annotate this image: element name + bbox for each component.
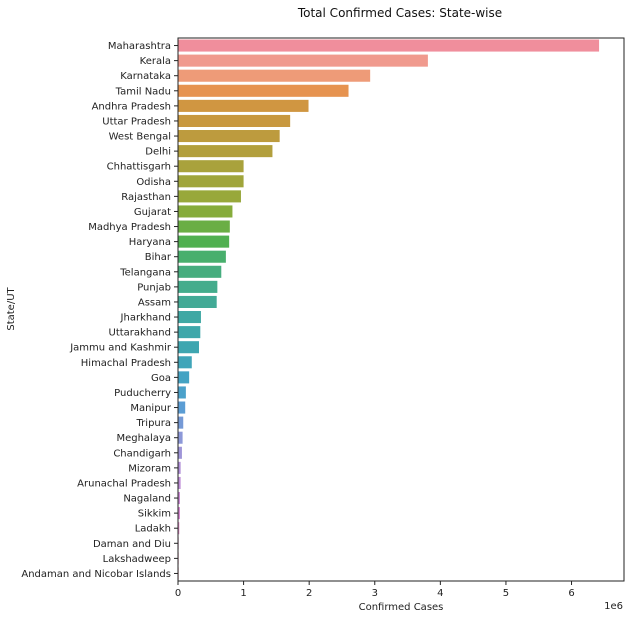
y-tick-label: Andhra Pradesh: [92, 101, 171, 112]
bar: [178, 145, 273, 158]
y-tick-label: Uttar Pradesh: [102, 116, 171, 127]
y-tick-label: Goa: [151, 373, 171, 384]
y-tick-label: Karnataka: [120, 71, 171, 82]
y-tick-label: Himachal Pradesh: [81, 358, 171, 369]
bar: [178, 356, 192, 369]
bar: [178, 175, 244, 188]
y-tick-label: Meghalaya: [116, 433, 171, 444]
bar: [178, 99, 309, 112]
bar: [178, 39, 600, 52]
y-tick-label: Chandigarh: [113, 448, 171, 459]
bar: [178, 341, 199, 354]
y-tick-label: Rajasthan: [121, 192, 171, 203]
bar: [178, 205, 233, 218]
x-tick-label: 3: [372, 588, 378, 599]
bar: [178, 295, 217, 308]
y-tick-label: Andaman and Nicobar Islands: [21, 569, 171, 580]
y-tick-label: Ladakh: [135, 524, 171, 535]
y-tick-label: Bihar: [145, 252, 172, 263]
y-tick-label: Jammu and Kashmir: [69, 343, 172, 354]
y-tick-label: Delhi: [145, 147, 171, 158]
bar: [178, 220, 230, 233]
bar: [178, 401, 186, 414]
x-tick-label: 5: [503, 588, 509, 599]
bar: [178, 190, 241, 203]
bar: [178, 416, 184, 429]
bar: [178, 130, 280, 143]
bar: [178, 160, 244, 173]
bar: [178, 431, 183, 444]
bar: [178, 280, 218, 293]
bar: [178, 507, 180, 520]
y-tick-label: Odisha: [136, 177, 171, 188]
y-tick-label: Madhya Pradesh: [88, 222, 171, 233]
bar: [178, 114, 291, 127]
y-tick-label: Tripura: [136, 418, 171, 429]
y-tick-label: Chhattisgarh: [107, 162, 171, 173]
y-tick-label: Kerala: [140, 56, 171, 67]
y-tick-label: Nagaland: [123, 494, 171, 505]
y-tick-label: Sikkim: [138, 509, 171, 520]
x-tick-label: 1: [240, 588, 246, 599]
y-tick-label: Tamil Nadu: [115, 86, 171, 97]
bar: [178, 84, 349, 97]
y-tick-label: Maharashtra: [108, 41, 171, 52]
x-tick-label: 2: [306, 588, 312, 599]
bar: [178, 446, 182, 459]
y-tick-label: West Bengal: [109, 132, 171, 143]
y-tick-label: Arunachal Pradesh: [77, 478, 171, 489]
y-tick-label: Assam: [138, 297, 171, 308]
x-tick-label: 6: [568, 588, 574, 599]
y-tick-label: Uttarakhand: [109, 328, 171, 339]
bar: [178, 69, 371, 82]
y-tick-label: Puducherry: [114, 388, 171, 399]
plot-frame: [177, 37, 625, 582]
y-axis-title: State/UT: [6, 286, 17, 330]
bar: [178, 476, 181, 489]
x-tick-label: 0: [175, 588, 181, 599]
y-tick-label: Telangana: [119, 267, 171, 278]
chart-title: Total Confirmed Cases: State-wise: [297, 6, 502, 20]
plot-area: Maharashtra Kerala Karnataka Tamil Nadu Andh…: [21, 37, 625, 599]
bar: [178, 311, 201, 324]
bar: [178, 522, 180, 535]
x-axis-title: Confirmed Cases: [359, 602, 444, 613]
y-tick-label: Gujarat: [134, 207, 171, 218]
bar: [178, 492, 180, 505]
bar: [178, 250, 226, 263]
y-tick-label: Punjab: [137, 282, 171, 293]
bar: [178, 265, 222, 278]
y-tick-label: Lakshadweep: [103, 554, 171, 565]
y-tick-label: Haryana: [129, 237, 171, 248]
y-tick-label: Daman and Diu: [93, 539, 171, 550]
y-tick-label: Manipur: [130, 403, 172, 414]
bar: [178, 371, 190, 384]
bar: [178, 326, 201, 339]
x-axis-scale-label: 1e6: [604, 601, 623, 612]
y-tick-label: Jharkhand: [120, 313, 171, 324]
bar: [178, 386, 186, 399]
bar: [178, 235, 230, 248]
bar: [178, 54, 428, 67]
y-tick-label: Mizoram: [128, 463, 171, 474]
x-tick-label: 4: [437, 588, 443, 599]
bar: [178, 461, 181, 474]
